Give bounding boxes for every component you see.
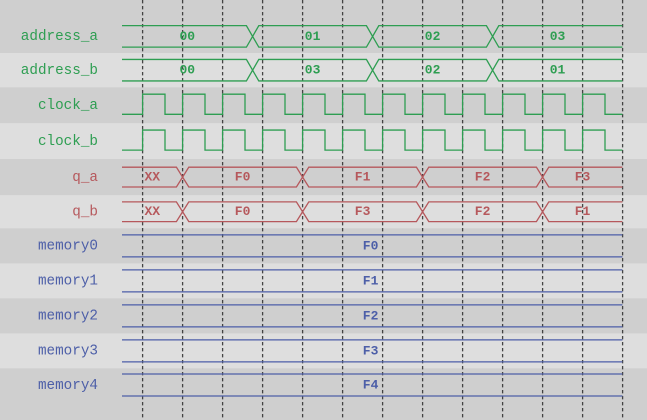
- svg-text:F3: F3: [575, 170, 591, 185]
- svg-text:02: 02: [425, 29, 441, 44]
- svg-text:F0: F0: [235, 204, 251, 219]
- svg-text:F0: F0: [235, 170, 251, 185]
- svg-text:F3: F3: [363, 343, 379, 358]
- svg-text:00: 00: [179, 29, 195, 44]
- svg-text:F3: F3: [355, 204, 371, 219]
- svg-text:XX: XX: [144, 204, 160, 219]
- svg-text:clock_a: clock_a: [38, 98, 98, 114]
- svg-text:XX: XX: [144, 170, 160, 185]
- svg-text:01: 01: [550, 63, 566, 78]
- svg-text:address_b: address_b: [21, 63, 98, 79]
- svg-text:F0: F0: [363, 238, 379, 253]
- svg-text:F1: F1: [575, 204, 591, 219]
- svg-text:q_b: q_b: [72, 205, 98, 221]
- svg-text:F2: F2: [363, 308, 379, 323]
- svg-text:F1: F1: [363, 273, 379, 288]
- svg-text:F2: F2: [475, 170, 491, 185]
- svg-text:memory4: memory4: [38, 378, 98, 394]
- svg-text:02: 02: [425, 63, 441, 78]
- svg-text:00: 00: [179, 63, 195, 78]
- svg-text:01: 01: [305, 29, 321, 44]
- svg-text:F1: F1: [355, 170, 371, 185]
- svg-text:03: 03: [305, 63, 321, 78]
- svg-text:q_a: q_a: [72, 170, 98, 186]
- svg-text:clock_b: clock_b: [38, 134, 98, 150]
- svg-text:F2: F2: [475, 204, 491, 219]
- svg-text:F4: F4: [363, 377, 379, 392]
- svg-text:memory3: memory3: [38, 344, 98, 360]
- svg-text:03: 03: [550, 29, 566, 44]
- svg-text:memory1: memory1: [38, 274, 98, 290]
- svg-text:memory0: memory0: [38, 239, 98, 255]
- svg-text:address_a: address_a: [21, 29, 99, 45]
- svg-text:memory2: memory2: [38, 309, 98, 325]
